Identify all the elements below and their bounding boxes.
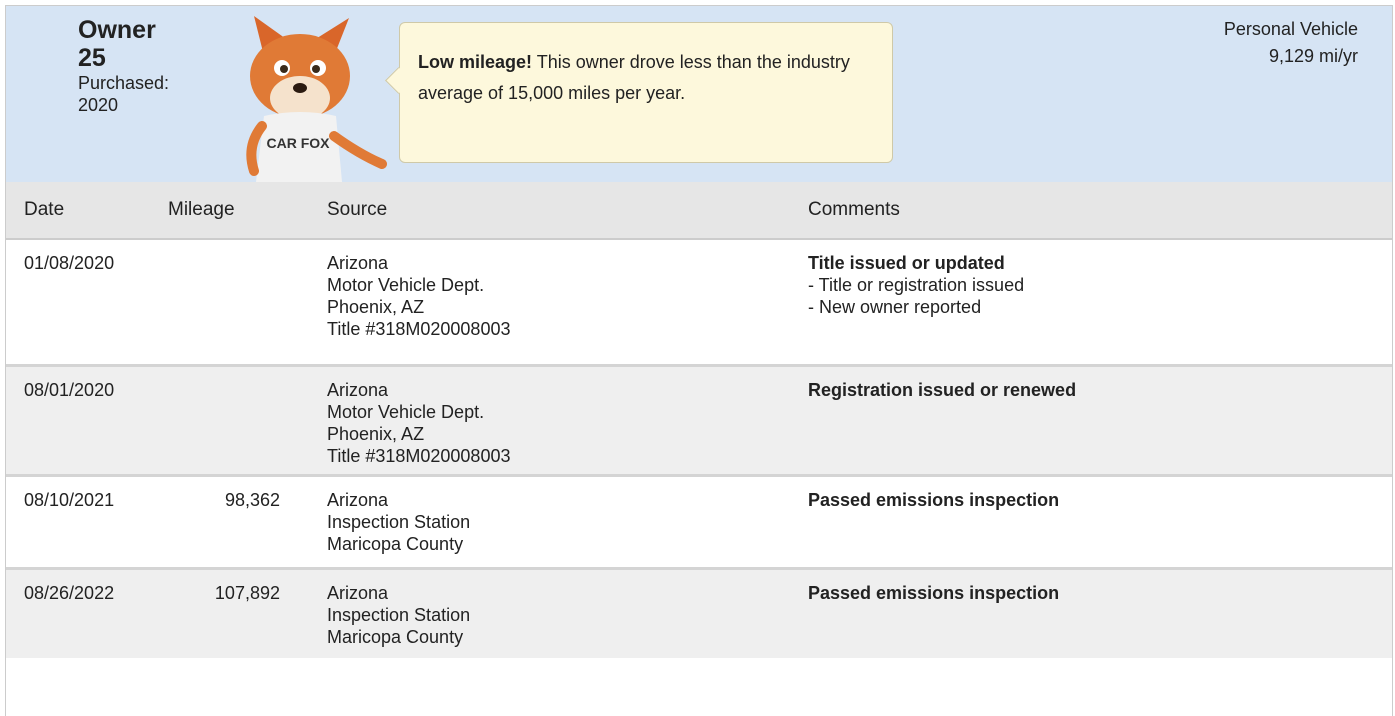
comment-title: Registration issued or renewed <box>808 379 1076 401</box>
vehicle-type: Personal Vehicle <box>1224 16 1358 43</box>
comments-cell: Passed emissions inspection <box>808 582 1059 604</box>
source-line: Motor Vehicle Dept. <box>327 274 510 296</box>
table-header: Date Mileage Source Comments <box>6 182 1392 240</box>
column-header: Comments <box>808 199 900 221</box>
column-header: Source <box>327 199 387 221</box>
owner-header: Owner 25 Purchased: 2020 CAR FOX Low mil… <box>6 6 1392 182</box>
source-line: Motor Vehicle Dept. <box>327 401 510 423</box>
callout-title: Low mileage! <box>418 52 532 72</box>
comment-title: Title issued or updated <box>808 252 1024 274</box>
owner-label: Owner 25 <box>78 16 188 72</box>
comment-detail: - New owner reported <box>808 296 1024 318</box>
column-header: Mileage <box>168 199 235 221</box>
mileage-cell: 107,892 <box>215 582 280 604</box>
owner-section: Owner 25 Purchased: 2020 CAR FOX Low mil… <box>5 5 1393 716</box>
source-line: Inspection Station <box>327 511 470 533</box>
date-cell: 08/01/2020 <box>24 379 114 401</box>
source-line: Inspection Station <box>327 604 470 626</box>
source-line: Arizona <box>327 489 470 511</box>
source-line: Title #318M020008003 <box>327 445 510 467</box>
source-line: Arizona <box>327 379 510 401</box>
source-line: Maricopa County <box>327 533 470 555</box>
mileage-rate: 9,129 mi/yr <box>1224 43 1358 70</box>
mileage-cell: 98,362 <box>225 489 280 511</box>
callout: Low mileage! This owner drove less than … <box>399 22 893 163</box>
comments-cell: Registration issued or renewed <box>808 379 1076 401</box>
date-cell: 08/26/2022 <box>24 582 114 604</box>
history-table: Date Mileage Source Comments 01/08/2020 A… <box>6 182 1392 658</box>
source-line: Arizona <box>327 582 470 604</box>
comment-detail: - Title or registration issued <box>808 274 1024 296</box>
vehicle-info: Personal Vehicle 9,129 mi/yr <box>1224 16 1358 70</box>
source-line: Arizona <box>327 252 510 274</box>
comments-cell: Title issued or updated- Title or regist… <box>808 252 1024 318</box>
purchased-year: Purchased: 2020 <box>78 72 178 116</box>
comments-cell: Passed emissions inspection <box>808 489 1059 511</box>
date-cell: 08/10/2021 <box>24 489 114 511</box>
comment-title: Passed emissions inspection <box>808 489 1059 511</box>
source-line: Phoenix, AZ <box>327 296 510 318</box>
column-header: Date <box>24 199 64 221</box>
comment-title: Passed emissions inspection <box>808 582 1059 604</box>
fox-mascot: CAR FOX <box>234 16 394 182</box>
source-line: Phoenix, AZ <box>327 423 510 445</box>
source-line: Title #318M020008003 <box>327 318 510 340</box>
fox-shirt-text: CAR FOX <box>267 135 331 151</box>
source-line: Maricopa County <box>327 626 470 648</box>
date-cell: 01/08/2020 <box>24 252 114 274</box>
